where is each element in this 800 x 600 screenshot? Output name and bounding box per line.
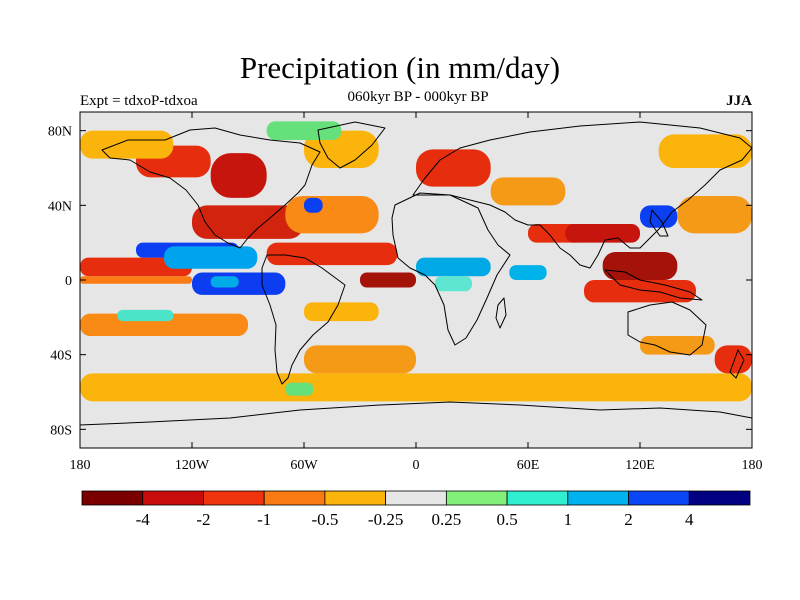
lat-tick-label: 40S	[50, 349, 72, 364]
lat-tick-label: 80N	[48, 125, 72, 140]
colorbar-swatch	[81, 490, 144, 506]
colorbar-swatch	[263, 490, 326, 506]
coastline-eurasia	[412, 121, 752, 269]
anomaly-region	[164, 246, 258, 269]
anomaly-region	[210, 276, 239, 288]
anomaly-region	[117, 309, 174, 322]
anomaly-region	[434, 276, 472, 292]
colorbar-label: 0.5	[496, 510, 517, 529]
coastline-north-america	[101, 127, 321, 249]
lat-tick-label: 80S	[50, 423, 72, 438]
coastline-japan	[649, 209, 669, 237]
anomaly-region	[490, 177, 566, 206]
lat-tick-label: 40N	[48, 199, 72, 214]
anomaly-region	[192, 272, 286, 295]
anomaly-region	[304, 345, 416, 374]
map-area	[80, 112, 752, 448]
anomaly-region	[285, 382, 314, 396]
lat-tick-label: 0	[65, 274, 72, 289]
colorbar-label: 2	[624, 510, 633, 529]
colorbar-swatch	[385, 490, 447, 506]
anomaly-region	[285, 196, 379, 234]
coastline-antarctica	[80, 401, 752, 426]
colorbar-label: -4	[136, 510, 151, 529]
anomaly-region	[210, 153, 267, 198]
coastline-madagascar	[495, 297, 507, 329]
colorbar-label: -0.5	[311, 510, 338, 529]
coastlines	[80, 121, 752, 426]
coastline-new-zealand	[729, 349, 745, 379]
lon-tick-label: 120W	[175, 458, 210, 473]
colorbar-swatch	[688, 490, 751, 506]
coastline-australia	[627, 301, 707, 356]
figure-subtitle: 060kyr BP - 000kyr BP	[347, 89, 489, 105]
colorbar-label: 4	[685, 510, 694, 529]
colorbar-swatch	[567, 490, 629, 506]
colorbar-swatch	[506, 490, 569, 506]
lon-tick-label: 180	[70, 458, 91, 473]
anomaly-region	[584, 280, 696, 303]
colorbar-swatch	[203, 490, 265, 506]
coastline-africa	[391, 192, 511, 346]
colorbar-label: 1	[564, 510, 573, 529]
figure-title: Precipitation (in mm/day)	[239, 50, 561, 85]
lon-tick-label: 120E	[625, 458, 655, 473]
colorbar-swatch	[628, 490, 690, 506]
colorbar-swatch	[445, 490, 508, 506]
anomaly-regions	[80, 121, 752, 402]
anomaly-region	[416, 257, 491, 277]
anomaly-region	[266, 121, 342, 140]
colorbar-label: -2	[196, 510, 210, 529]
lon-tick-label: 60W	[290, 458, 318, 473]
anomaly-region	[80, 130, 174, 159]
colorbar: -4 -2 -1 -0.5 -0.25 0.25 0.5 1 2 4	[81, 490, 751, 529]
coastline-greenland	[317, 121, 386, 169]
anomaly-region	[677, 196, 752, 234]
coastline-south-america	[261, 254, 346, 385]
colorbar-label: 0.25	[431, 510, 461, 529]
colorbar-label: -0.25	[368, 510, 403, 529]
colorbar-swatch	[324, 490, 387, 506]
anomaly-region	[192, 205, 304, 239]
season-label: JJA	[726, 93, 752, 109]
anomaly-region	[640, 205, 678, 228]
lon-tick-label: 0	[413, 458, 420, 473]
anomaly-region	[80, 257, 192, 277]
anomaly-region	[360, 272, 416, 288]
anomaly-region	[658, 134, 752, 168]
anomaly-region	[602, 252, 678, 280]
anomaly-region	[714, 345, 752, 374]
anomaly-region	[304, 302, 379, 322]
experiment-label: Expt = tdxoP-tdxoa	[80, 93, 198, 109]
lon-tick-label: 60E	[517, 458, 540, 473]
anomaly-region	[565, 224, 640, 243]
anomaly-region	[80, 373, 752, 402]
anomaly-region	[509, 265, 547, 280]
anomaly-region	[304, 197, 323, 213]
anomaly-region	[416, 149, 491, 187]
anomaly-region	[266, 242, 398, 266]
lon-tick-label: 180	[742, 458, 763, 473]
map-axes: 80N 40N 0 40S 80S 180 120W 60W 0 60E 120E 180	[48, 112, 763, 473]
coastline-maritime-continent	[604, 269, 703, 301]
colorbar-label: -1	[257, 510, 271, 529]
colorbar-swatch	[142, 490, 204, 506]
anomaly-region	[80, 276, 192, 284]
